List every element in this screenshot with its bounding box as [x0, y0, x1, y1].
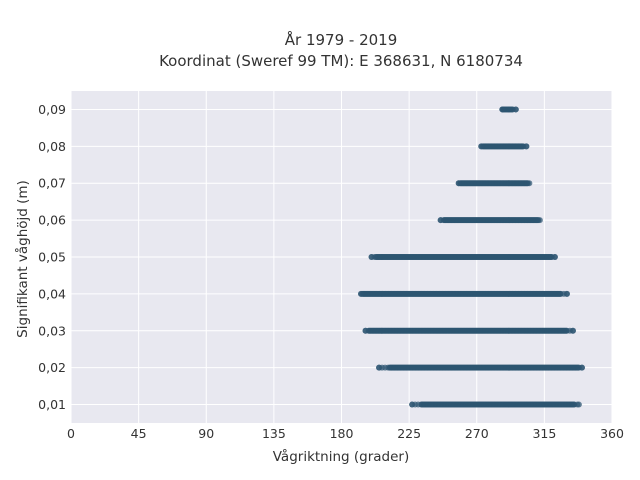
x-tick-label: 315: [532, 426, 556, 441]
data-point: [499, 106, 506, 113]
x-tick-label: 0: [67, 426, 75, 441]
data-points: [358, 106, 585, 408]
data-point: [575, 401, 582, 408]
y-tick-label: 0,06: [38, 213, 66, 228]
data-point: [563, 290, 570, 297]
x-tick-label: 360: [600, 426, 624, 441]
y-tick-labels: 0,01 0,02 0,03 0,04 0,05 0,06 0,07 0,08 0,09: [38, 102, 66, 412]
chart-title-line2: Koordinat (Sweref 99 TM): E 368631, N 61…: [159, 52, 523, 70]
y-tick-label: 0,08: [38, 139, 66, 154]
data-point: [455, 180, 462, 187]
data-point: [512, 106, 519, 113]
data-point: [526, 180, 533, 187]
x-tick-label: 270: [465, 426, 489, 441]
data-point: [409, 401, 416, 408]
y-tick-label: 0,03: [38, 323, 66, 338]
y-tick-label: 0,01: [38, 397, 66, 412]
data-point: [362, 327, 369, 334]
y-tick-label: 0,07: [38, 176, 66, 191]
data-point: [376, 364, 383, 371]
y-tick-label: 0,02: [38, 360, 66, 375]
data-point: [523, 143, 530, 150]
data-point: [415, 401, 422, 408]
data-point: [385, 364, 392, 371]
x-tick-label: 225: [397, 426, 421, 441]
data-point: [368, 254, 375, 260]
x-axis-label: Vågriktning (grader): [273, 448, 410, 465]
x-tick-label: 45: [131, 426, 147, 441]
x-tick-labels: 0 45 90 135 180 225 270 315 360: [67, 426, 624, 441]
y-tick-label: 0,09: [38, 102, 66, 117]
data-point: [478, 143, 485, 150]
data-point: [551, 254, 558, 260]
y-tick-label: 0,04: [38, 286, 66, 301]
data-point: [536, 217, 543, 224]
x-tick-label: 90: [198, 426, 214, 441]
y-axis-label: Signifikant våghöjd (m): [14, 180, 31, 338]
data-point: [358, 290, 365, 297]
x-tick-label: 180: [330, 426, 354, 441]
chart-title-line1: År 1979 - 2019: [285, 30, 398, 49]
data-point: [437, 217, 444, 224]
data-point: [578, 364, 585, 371]
y-tick-label: 0,05: [38, 250, 66, 265]
x-tick-label: 135: [262, 426, 286, 441]
data-point: [569, 327, 576, 334]
